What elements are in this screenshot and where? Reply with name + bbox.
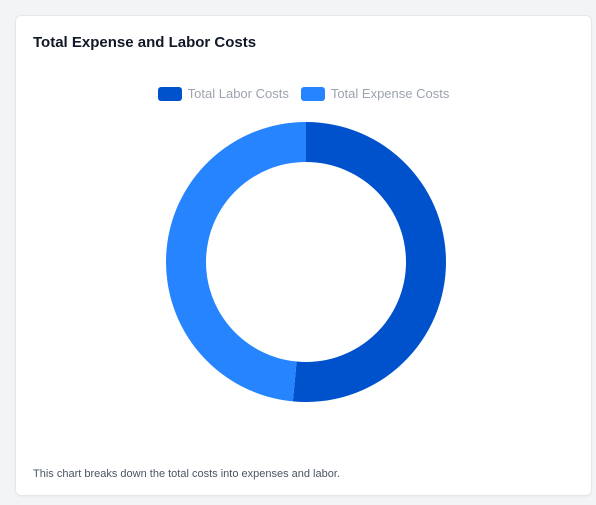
legend-item-labor[interactable]: Total Labor Costs	[157, 86, 289, 101]
donut-slice-labor[interactable]	[292, 122, 446, 402]
legend-swatch-expense	[300, 86, 325, 101]
chart-legend: Total Labor Costs Total Expense Costs	[16, 86, 591, 101]
legend-swatch-labor	[157, 86, 182, 101]
chart-card: Total Expense and Labor Costs Total Labo…	[15, 15, 592, 496]
chart-caption: This chart breaks down the total costs i…	[33, 468, 340, 480]
legend-label-labor: Total Labor Costs	[187, 86, 289, 101]
legend-item-expense[interactable]: Total Expense Costs	[300, 86, 450, 101]
donut-chart-svg	[166, 122, 446, 402]
donut-slice-expense[interactable]	[166, 122, 306, 402]
legend-label-expense: Total Expense Costs	[330, 86, 450, 101]
donut-chart	[166, 122, 446, 402]
card-title: Total Expense and Labor Costs	[33, 34, 257, 51]
